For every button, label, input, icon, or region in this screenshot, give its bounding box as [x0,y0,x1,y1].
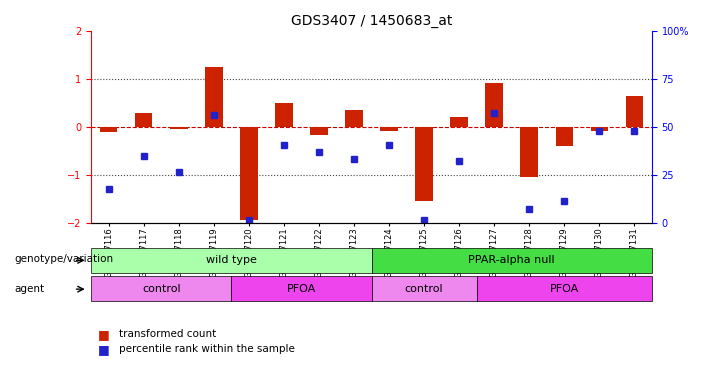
Bar [451,117,468,127]
FancyBboxPatch shape [91,248,372,273]
Bar [556,127,573,146]
Bar [346,110,363,127]
Bar [521,127,538,177]
Text: ■: ■ [98,343,110,356]
Text: PFOA: PFOA [550,284,579,294]
Bar [626,96,644,127]
FancyBboxPatch shape [91,276,231,301]
Bar [381,127,398,131]
Bar [240,127,258,220]
FancyBboxPatch shape [372,248,652,273]
Bar [591,127,608,131]
Text: wild type: wild type [206,255,257,265]
Text: genotype/variation: genotype/variation [14,254,113,264]
Bar [416,127,433,201]
FancyBboxPatch shape [372,276,477,301]
Bar [100,127,118,132]
Bar [135,113,153,127]
Text: control: control [404,284,444,294]
Text: agent: agent [14,284,44,294]
FancyBboxPatch shape [231,276,372,301]
Title: GDS3407 / 1450683_at: GDS3407 / 1450683_at [291,14,452,28]
Bar [275,103,293,127]
Text: ■: ■ [98,328,110,341]
Bar [311,127,328,136]
Bar [170,127,188,129]
Text: percentile rank within the sample: percentile rank within the sample [119,344,295,354]
Text: PPAR-alpha null: PPAR-alpha null [468,255,555,265]
Text: transformed count: transformed count [119,329,217,339]
FancyBboxPatch shape [477,276,652,301]
Bar [205,67,223,127]
Bar [486,83,503,127]
Text: control: control [142,284,181,294]
Text: PFOA: PFOA [287,284,316,294]
